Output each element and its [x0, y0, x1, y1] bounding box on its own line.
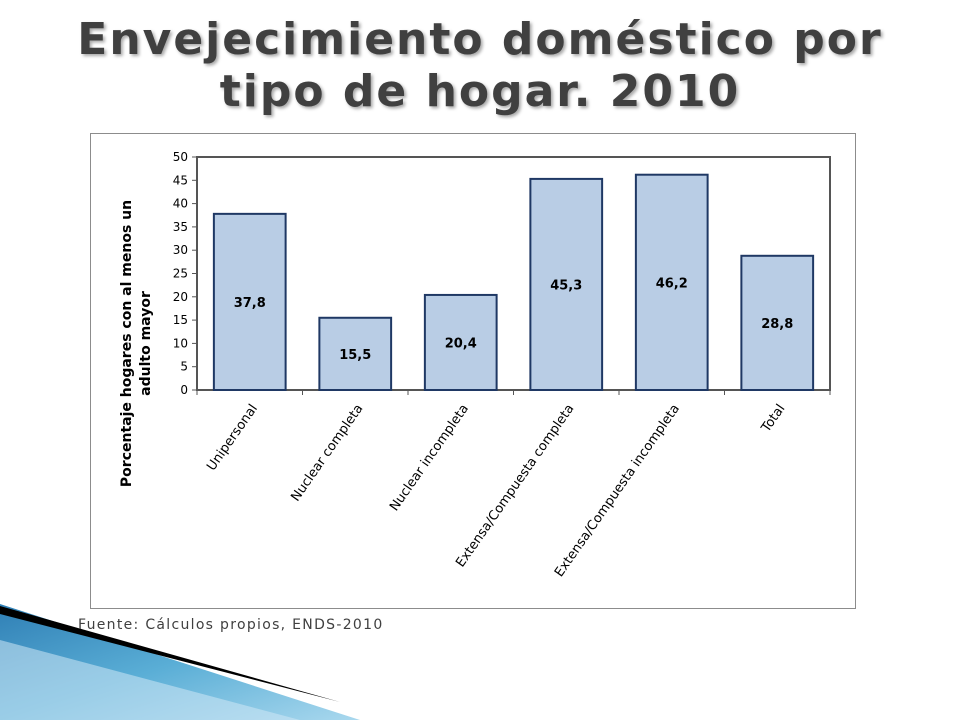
slide-title: Envejecimiento doméstico por tipo de hog…	[77, 14, 883, 117]
y-tick-label: 50	[173, 150, 188, 164]
bar	[634, 173, 709, 392]
data-label: 45,3	[550, 278, 582, 293]
y-tick-label: 30	[173, 243, 188, 257]
x-category-label: Extensa/Compuesta completa	[453, 402, 577, 571]
bar	[212, 212, 287, 391]
y-tick-label: 15	[173, 313, 188, 327]
data-label: 15,5	[339, 348, 371, 363]
y-axis-title-line: adulto mayor	[138, 291, 154, 396]
y-tick-label: 35	[173, 220, 188, 234]
source-note: Fuente: Cálculos propios, ENDS-2010	[78, 617, 384, 633]
chart-frame: 0 5 10 15 20 25 30 35 40 45 50 37,8 15,5 20,4 45,3 46,…	[90, 133, 856, 609]
plot-area	[196, 156, 831, 391]
y-axis-title: Porcentaje hogares con al menos un adulto…	[119, 200, 154, 487]
data-label: 46,2	[656, 276, 688, 291]
bar	[318, 316, 393, 392]
data-label: 37,8	[234, 296, 266, 311]
data-label: 28,8	[761, 317, 793, 332]
corner-black-line	[0, 606, 340, 702]
y-tick-label: 40	[173, 197, 188, 211]
x-category-label: Nuclear completa	[288, 402, 366, 505]
data-label: 20,4	[445, 336, 477, 351]
bar	[423, 293, 498, 392]
y-tick-label: 25	[173, 267, 188, 281]
y-tick-label: 5	[180, 360, 188, 374]
x-category-label: Extensa/Compuesta incompleta	[552, 402, 683, 580]
corner-wedge-light	[0, 640, 300, 720]
bar	[740, 254, 815, 391]
x-category-label: Unipersonal	[204, 402, 261, 474]
x-category-label: Nuclear incompleta	[387, 402, 472, 514]
y-tick-label: 45	[173, 173, 188, 187]
bar-chart: 0 5 10 15 20 25 30 35 40 45 50 37,8 15,5 20,4 45,3 46,…	[119, 150, 831, 580]
bar	[529, 177, 604, 392]
y-tick-label: 10	[173, 336, 188, 350]
y-tick-label: 0	[180, 383, 188, 397]
y-axis-title-line: Porcentaje hogares con al menos un	[119, 200, 135, 487]
x-category-label: Total	[758, 402, 788, 436]
y-tick-label: 20	[173, 290, 188, 304]
